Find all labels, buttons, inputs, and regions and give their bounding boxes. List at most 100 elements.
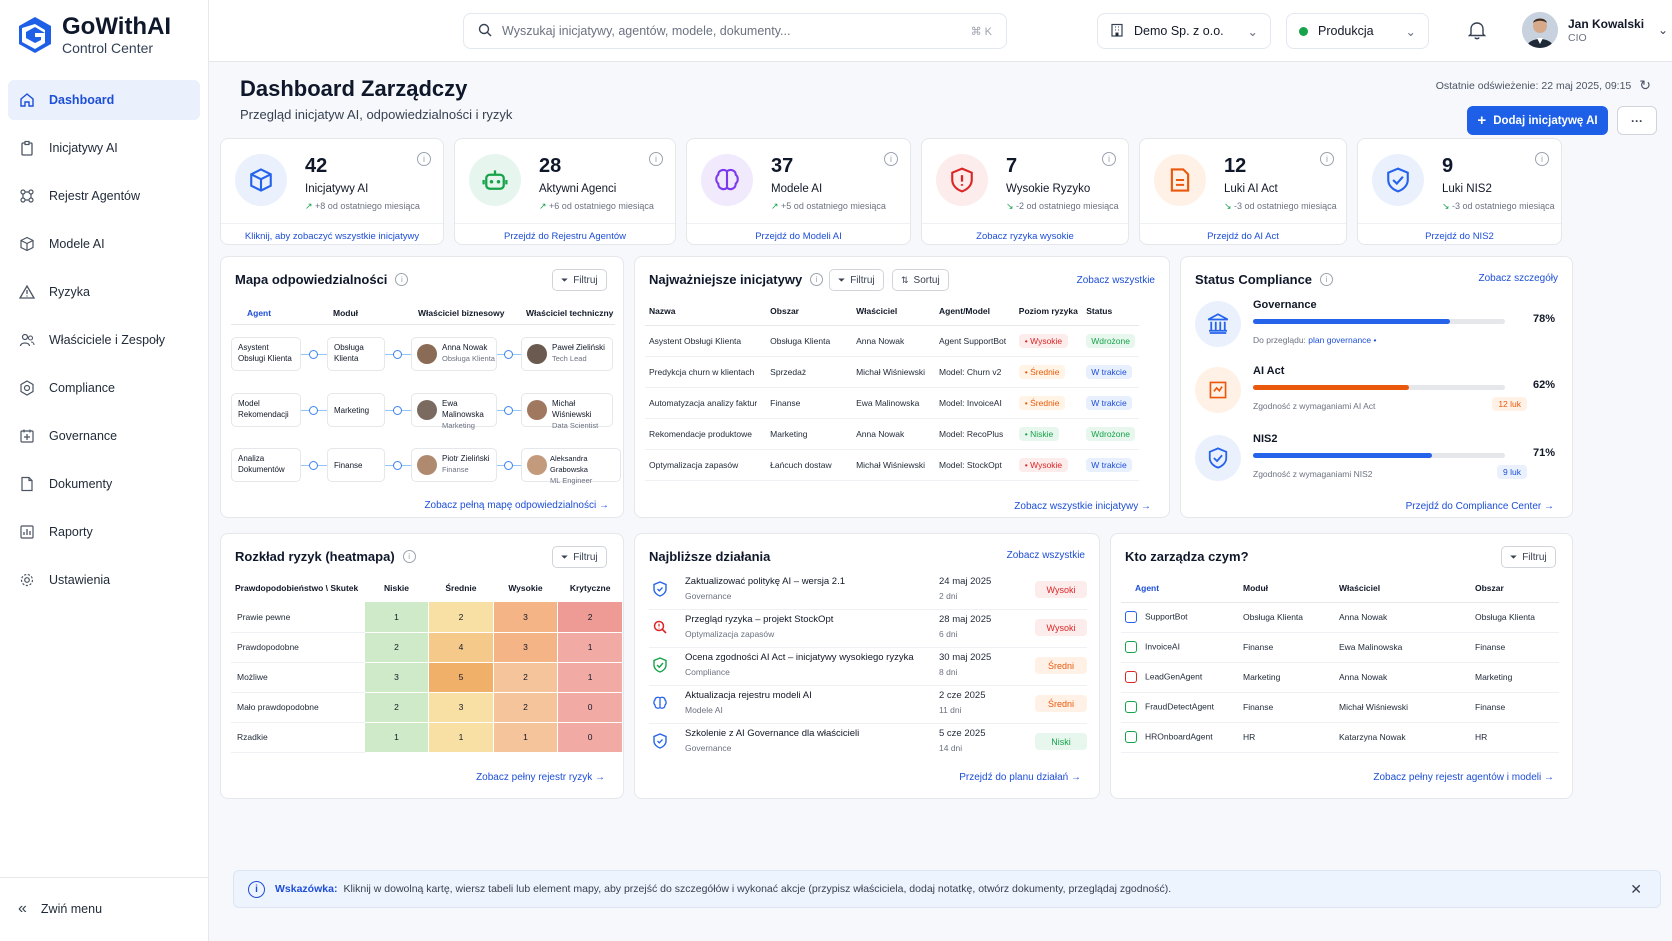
heatmap-cell[interactable]: 3 [428,692,494,723]
sidebar-item-settings[interactable]: Ustawienia [8,560,200,600]
collapse-menu-button[interactable]: « Zwiń menu [0,877,209,918]
map-module-node[interactable]: Marketing [327,393,385,427]
table-row[interactable]: LeadGenAgent Marketing Anna Nowak Marketing [1121,662,1559,693]
kpi-link[interactable]: Przejdź do Modeli AI [687,223,910,242]
map-agent-node[interactable]: Model Rekomendacji [231,393,301,427]
info-icon[interactable]: i [417,152,431,166]
compliance-details-link[interactable]: Zobacz szczegóły [1478,273,1558,284]
search-input[interactable]: Wyszukaj inicjatywy, agentów, modele, do… [463,13,1007,49]
column-header[interactable]: Status [1082,297,1139,326]
sidebar-item-documents[interactable]: Dokumenty [8,464,200,504]
plan-governance-link[interactable]: plan governance [1308,335,1372,345]
heatmap-cell[interactable]: 1 [364,602,430,633]
heatmap-cell[interactable]: 4 [428,632,494,663]
map-tech-owner-node[interactable]: Michał Wiśniewski Data Scientist [521,393,613,430]
kpi-card-models[interactable]: 37 Modele AI ↗ +5 od ostatniego miesiąca… [686,138,911,245]
table-row[interactable]: FraudDetectAgent Finanse Michał Wiśniewski… [1121,692,1559,723]
column-header[interactable]: Moduł [1239,574,1335,603]
column-header[interactable]: Poziom ryzyka [1014,297,1083,326]
kpi-link[interactable]: Kliknij, aby zobaczyć wszystkie inicjaty… [221,223,443,242]
info-icon[interactable]: i [395,273,409,286]
sidebar-item-compliance[interactable]: Compliance [8,368,200,408]
compliance-item-nis2[interactable]: NIS2 71% Zgodność z wymaganiami NIS2 9 l… [1195,433,1555,495]
info-icon[interactable]: i [1535,152,1549,166]
heatmap-cell[interactable]: 0 [557,692,623,723]
kpi-card-nis2[interactable]: 9 Luki NIS2 ↘ -3 od ostatniego miesiąca … [1357,138,1562,245]
kpi-card-initiatives[interactable]: 42 Inicjatywy AI ↗ +8 od ostatniego mies… [220,138,444,245]
sidebar-item-dashboard[interactable]: Dashboard [8,80,200,120]
heatmap-cell[interactable]: 1 [557,632,623,663]
see-all-link[interactable]: Zobacz wszystkie [1076,275,1155,286]
heatmap-cell[interactable]: 2 [493,692,559,723]
table-row[interactable]: Rekomendacje produktowe Marketing Anna Now… [645,418,1139,450]
filter-button[interactable]: ⏷ Filtruj [552,269,607,291]
filter-button[interactable]: ⏷ Filtruj [552,546,607,568]
map-row[interactable]: Asystent Obsługi Klienta Obsługa Klienta… [221,337,625,373]
heatmap-cell[interactable]: 1 [493,722,559,753]
info-icon[interactable]: i [810,273,824,286]
heatmap-cell[interactable]: 3 [493,632,559,663]
map-biz-owner-node[interactable]: Ewa Malinowska Marketing [411,393,497,430]
info-icon[interactable]: i [1102,152,1116,166]
info-icon[interactable]: i [402,550,416,563]
risk-register-link[interactable]: Zobacz pełny rejestr ryzyk → [476,772,605,783]
kpi-card-ai-act[interactable]: 12 Luki AI Act ↘ -3 od ostatniego miesią… [1139,138,1347,245]
map-tech-owner-node[interactable]: Aleksandra Grabowska ML Engineer [521,448,621,485]
map-full-link[interactable]: Zobacz pełną mapę odpowiedzialności → [424,500,609,511]
sidebar-item-risks[interactable]: Ryzyka [8,272,200,312]
heatmap-cell[interactable]: 2 [428,602,494,633]
column-header[interactable]: Obszar [766,297,853,326]
sidebar-item-owners[interactable]: Właściciele i Zespoły [8,320,200,360]
compliance-item-ai-act[interactable]: AI Act 62% Zgodność z wymaganiami AI Act… [1195,365,1555,427]
table-row[interactable]: Predykcja churn w klientach Sprzedaż Micha… [645,356,1139,388]
action-item[interactable]: Przegląd ryzyka – projekt StockOpt Optyma… [649,614,1087,652]
map-module-node[interactable]: Obsługa Klienta [327,337,385,371]
action-item[interactable]: Ocena zgodności AI Act – inicjatywy wyso… [649,652,1087,690]
sort-button[interactable]: ⇅ Sortuj [892,269,949,291]
map-module-node[interactable]: Finanse [327,448,385,482]
agents-register-link[interactable]: Zobacz pełny rejestr agentów i modeli → [1373,772,1554,783]
heatmap-cell[interactable]: 1 [557,662,623,693]
table-row[interactable]: Asystent Obsługi Klienta Obsługa Klienta A… [645,325,1139,357]
kpi-link[interactable]: Zobacz ryzyka wysokie [922,223,1128,242]
table-row[interactable]: HROnboardAgent HR Katarzyna Nowak HR [1121,722,1559,753]
map-agent-node[interactable]: Asystent Obsługi Klienta [231,337,301,371]
kpi-link[interactable]: Przejdź do Rejestru Agentów [455,223,675,242]
more-options-button[interactable]: ··· [1617,106,1657,135]
see-all-link[interactable]: Zobacz wszystkie [1006,550,1085,561]
heatmap-cell[interactable]: 2 [364,632,430,663]
kpi-card-agents[interactable]: 28 Aktywni Agenci ↗ +6 od ostatniego mie… [454,138,676,245]
compliance-center-link[interactable]: Przejdź do Compliance Center → [1405,501,1554,512]
heatmap-cell[interactable]: 2 [364,692,430,723]
heatmap-cell[interactable]: 2 [557,602,623,633]
bell-icon[interactable] [1467,20,1487,43]
action-item[interactable]: Aktualizacja rejestru modeli AI Modele AI… [649,690,1087,728]
refresh-icon[interactable]: ↻ [1639,77,1651,93]
map-row[interactable]: Analiza Dokumentów Finanse Piotr Zielińs… [221,448,625,485]
compliance-item-governance[interactable]: Governance 78% Do przeglądu: plan govern… [1195,299,1555,361]
heatmap-cell[interactable]: 2 [493,662,559,693]
user-menu[interactable]: Jan Kowalski CIO ⌄ [1522,12,1668,48]
app-logo[interactable]: GoWithAI Control Center [18,14,171,56]
table-row[interactable]: Automatyzacja analizy faktur Finanse Ewa M… [645,387,1139,419]
all-initiatives-link[interactable]: Zobacz wszystkie inicjatywy → [1014,501,1151,512]
heatmap-cell[interactable]: 3 [493,602,559,633]
map-row[interactable]: Model Rekomendacji Marketing Ewa Malinow… [221,393,625,430]
sidebar-item-models[interactable]: Modele AI [8,224,200,264]
filter-button[interactable]: ⏷ Filtruj [829,269,884,291]
table-row[interactable]: SupportBot Obsługa Klienta Anna Nowak Obsłu… [1121,602,1559,633]
action-item[interactable]: Szkolenie z AI Governance dla właściciel… [649,728,1087,766]
column-header[interactable]: Obszar [1471,574,1559,603]
sidebar-item-reports[interactable]: Raporty [8,512,200,552]
info-icon[interactable]: i [884,152,898,166]
heatmap-cell[interactable]: 0 [557,722,623,753]
map-tech-owner-node[interactable]: Paweł Zieliński Tech Lead [521,337,613,371]
kpi-link[interactable]: Przejdź do AI Act [1140,223,1346,242]
sidebar-item-agents[interactable]: Rejestr Agentów [8,176,200,216]
column-header[interactable]: Agent/Model [934,297,1015,326]
column-header[interactable]: Agent [1121,574,1239,603]
kpi-link[interactable]: Przejdź do NIS2 [1358,223,1561,242]
kpi-card-high-risk[interactable]: 7 Wysokie Ryzyko ↘ -2 od ostatniego mies… [921,138,1129,245]
table-row[interactable]: Optymalizacja zapasów Łańcuch dostaw Micha… [645,449,1139,481]
close-icon[interactable]: ✕ [1630,880,1642,897]
